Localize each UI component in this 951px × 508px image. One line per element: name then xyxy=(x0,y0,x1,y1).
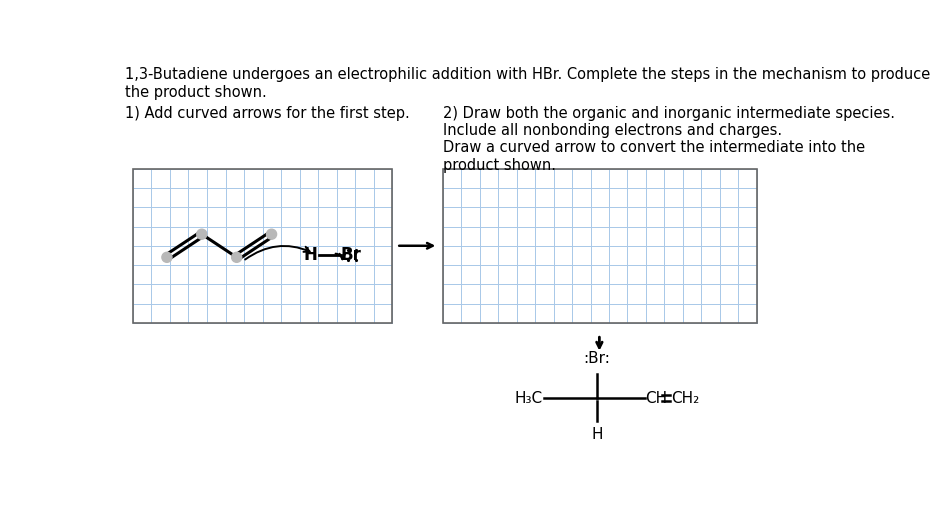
Circle shape xyxy=(197,229,206,239)
Text: H₃C: H₃C xyxy=(514,391,543,406)
Bar xyxy=(133,169,393,323)
Circle shape xyxy=(266,229,277,239)
Circle shape xyxy=(162,252,172,262)
Text: Br: Br xyxy=(340,246,361,264)
Bar xyxy=(443,169,757,323)
Circle shape xyxy=(232,252,242,262)
Text: 2) Draw both the organic and inorganic intermediate species.
Include all nonbond: 2) Draw both the organic and inorganic i… xyxy=(443,106,895,173)
Text: H: H xyxy=(592,427,603,442)
Text: :Br:: :Br: xyxy=(584,351,611,366)
Text: 1,3-Butadiene undergoes an electrophilic addition with HBr. Complete the steps i: 1,3-Butadiene undergoes an electrophilic… xyxy=(126,67,930,100)
Text: 1) Add curved arrows for the first step.: 1) Add curved arrows for the first step. xyxy=(126,106,410,120)
Text: CH₂: CH₂ xyxy=(670,391,699,406)
Text: CH: CH xyxy=(645,391,668,406)
Text: H: H xyxy=(303,246,318,264)
